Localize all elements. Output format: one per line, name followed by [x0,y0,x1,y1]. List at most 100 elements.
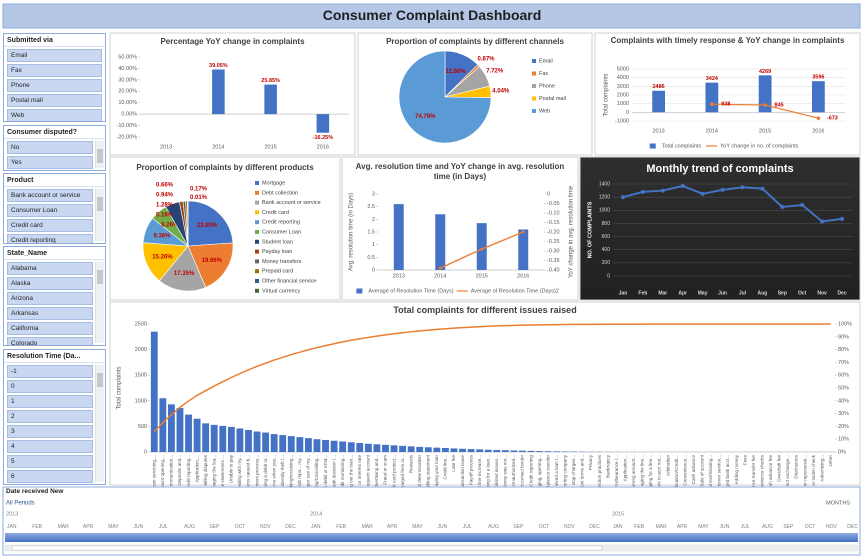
pie-slice [187,242,234,288]
x-tick-label: Advertising and... [374,455,379,491]
slicer-item[interactable]: Phone [7,79,102,92]
chart-title-box: Proportion of complaints by different pr… [136,163,313,172]
x-tick-label: Convenience checks [759,454,764,497]
x-tick-label: Adding money [734,454,739,484]
bar [484,449,492,452]
x-tick-label: 2016 [317,144,329,150]
x-tick-label: Sep [778,290,787,296]
bar [435,214,446,270]
legend-label: Money transfers [262,259,302,265]
slicer-item[interactable]: -1 [7,365,93,378]
title-bar [2,3,861,29]
x-tick-label: Billing disputes [203,454,208,485]
x-tick-label: Transaction issue [460,455,465,491]
scrollbar[interactable] [95,189,104,241]
timeline-panel [2,486,861,556]
legend-label: Postal mail [539,96,566,102]
slicer-item[interactable]: Credit card [7,219,93,232]
slicer-item[interactable]: Fax [7,64,102,77]
x-tick-label: Late fee [451,455,456,472]
bar [296,437,304,452]
timeline-month: AUG [184,524,195,530]
x-tick-label: Arbitration [665,455,670,476]
bar [227,426,235,452]
chart-title-box: Total complaints for different issues ra… [393,305,577,315]
scrollbar[interactable] [95,141,104,168]
timeline-month: JAN [311,524,321,530]
tick-label: 0 [144,449,147,455]
x-tick-label: Credit card protect... [391,455,396,497]
bar [441,448,449,452]
x-tick-label: 2016 [517,273,529,279]
tick-label: 600 [602,234,611,240]
x-tick-label: Shopping for a line... [648,455,653,497]
slicer-item[interactable]: Web [7,109,102,121]
data-label: 5.16% [156,213,174,219]
x-tick-label: Repaying your loan [434,455,439,495]
slicer-item[interactable]: 4 [7,440,93,453]
slicer-item[interactable]: Alaska [7,277,93,290]
tick-label: 5000 [617,66,629,72]
x-tick-label: Credit monitoring... [340,455,345,494]
slicer-item[interactable]: 5 [7,455,93,468]
slicer-item[interactable]: Credit reporting [7,234,93,243]
timeline-scroll-thumb[interactable] [11,545,603,551]
slicer-item[interactable]: Postal mail [7,94,102,107]
data-label: 0.01% [190,195,208,201]
tick-label: 0.00% [121,112,137,118]
slicer-item[interactable]: Yes [7,156,93,169]
x-tick-label: Aug [758,290,768,296]
legend-swatch [255,279,259,283]
legend-swatch [356,288,363,294]
slicer-item[interactable]: Arkansas [7,307,93,320]
tick-label: 20.00% [118,89,137,95]
slicer-item[interactable]: 3 [7,425,93,438]
bar [279,435,287,452]
x-tick-label: Collection practices [597,454,602,495]
timeline-range[interactable] [5,533,858,542]
slicer-item[interactable]: Email [7,49,102,62]
slicer-item[interactable]: Alabama [7,262,93,275]
slicer-item[interactable]: 1 [7,395,93,408]
slicer-item[interactable]: 0 [7,380,93,393]
bar [416,446,424,452]
x-tick-label: Credit reporting [528,455,533,487]
x-tick-label: Customer service... [717,455,722,495]
chart-title: Monthly trend of complaints [646,163,794,175]
slicer-header: Product [4,174,105,187]
bar [459,448,466,452]
timeline-year: 2013 [6,511,18,517]
x-tick-label: 2015 [476,273,488,279]
x-tick-label: Charged fees or... [400,455,405,492]
chart-title: Total complaints for different issues ra… [393,305,577,315]
scrollbar[interactable] [95,365,104,482]
chart-title-box: Proportion of complaints by different ch… [386,37,564,46]
slicer-item[interactable]: 6 [7,470,93,483]
data-label: 39.05% [209,63,228,69]
bar [467,449,475,452]
slicer-item[interactable]: Colorado [7,337,93,345]
chart-title-box: Percentage YoY change in complaints [160,37,304,46]
legend-label: Mortgage [262,180,285,186]
slicer-item[interactable]: 2 [7,410,93,423]
tick-label: 3000 [617,84,629,90]
timeline-month: SEP [513,524,524,530]
slicer: Resolution Time (Da... -1 0 1 2 3 4 5 6 [3,349,106,485]
slicer-item[interactable]: California [7,322,93,335]
data-label: 15.26% [152,255,173,261]
x-tick-label: Problems when you... [271,455,276,499]
scrollbar[interactable] [95,262,104,343]
slicer-item[interactable]: Consumer Loan [7,204,93,217]
x-tick-label: Dealing with my... [237,455,242,491]
legend-label: Consumer Loan [262,229,301,235]
x-tick-label: Other [828,455,833,467]
data-label: 0.66% [156,183,174,189]
tick-label: 1 [372,242,375,248]
bar [390,445,398,452]
slicer-item[interactable]: Bank account or service [7,189,93,202]
slicer-item[interactable]: Arizona [7,292,93,305]
tick-label: -0.20 [547,229,560,235]
timeline-month: MAR [58,524,70,530]
slicer-item[interactable]: No [7,141,93,154]
bar [407,446,415,452]
